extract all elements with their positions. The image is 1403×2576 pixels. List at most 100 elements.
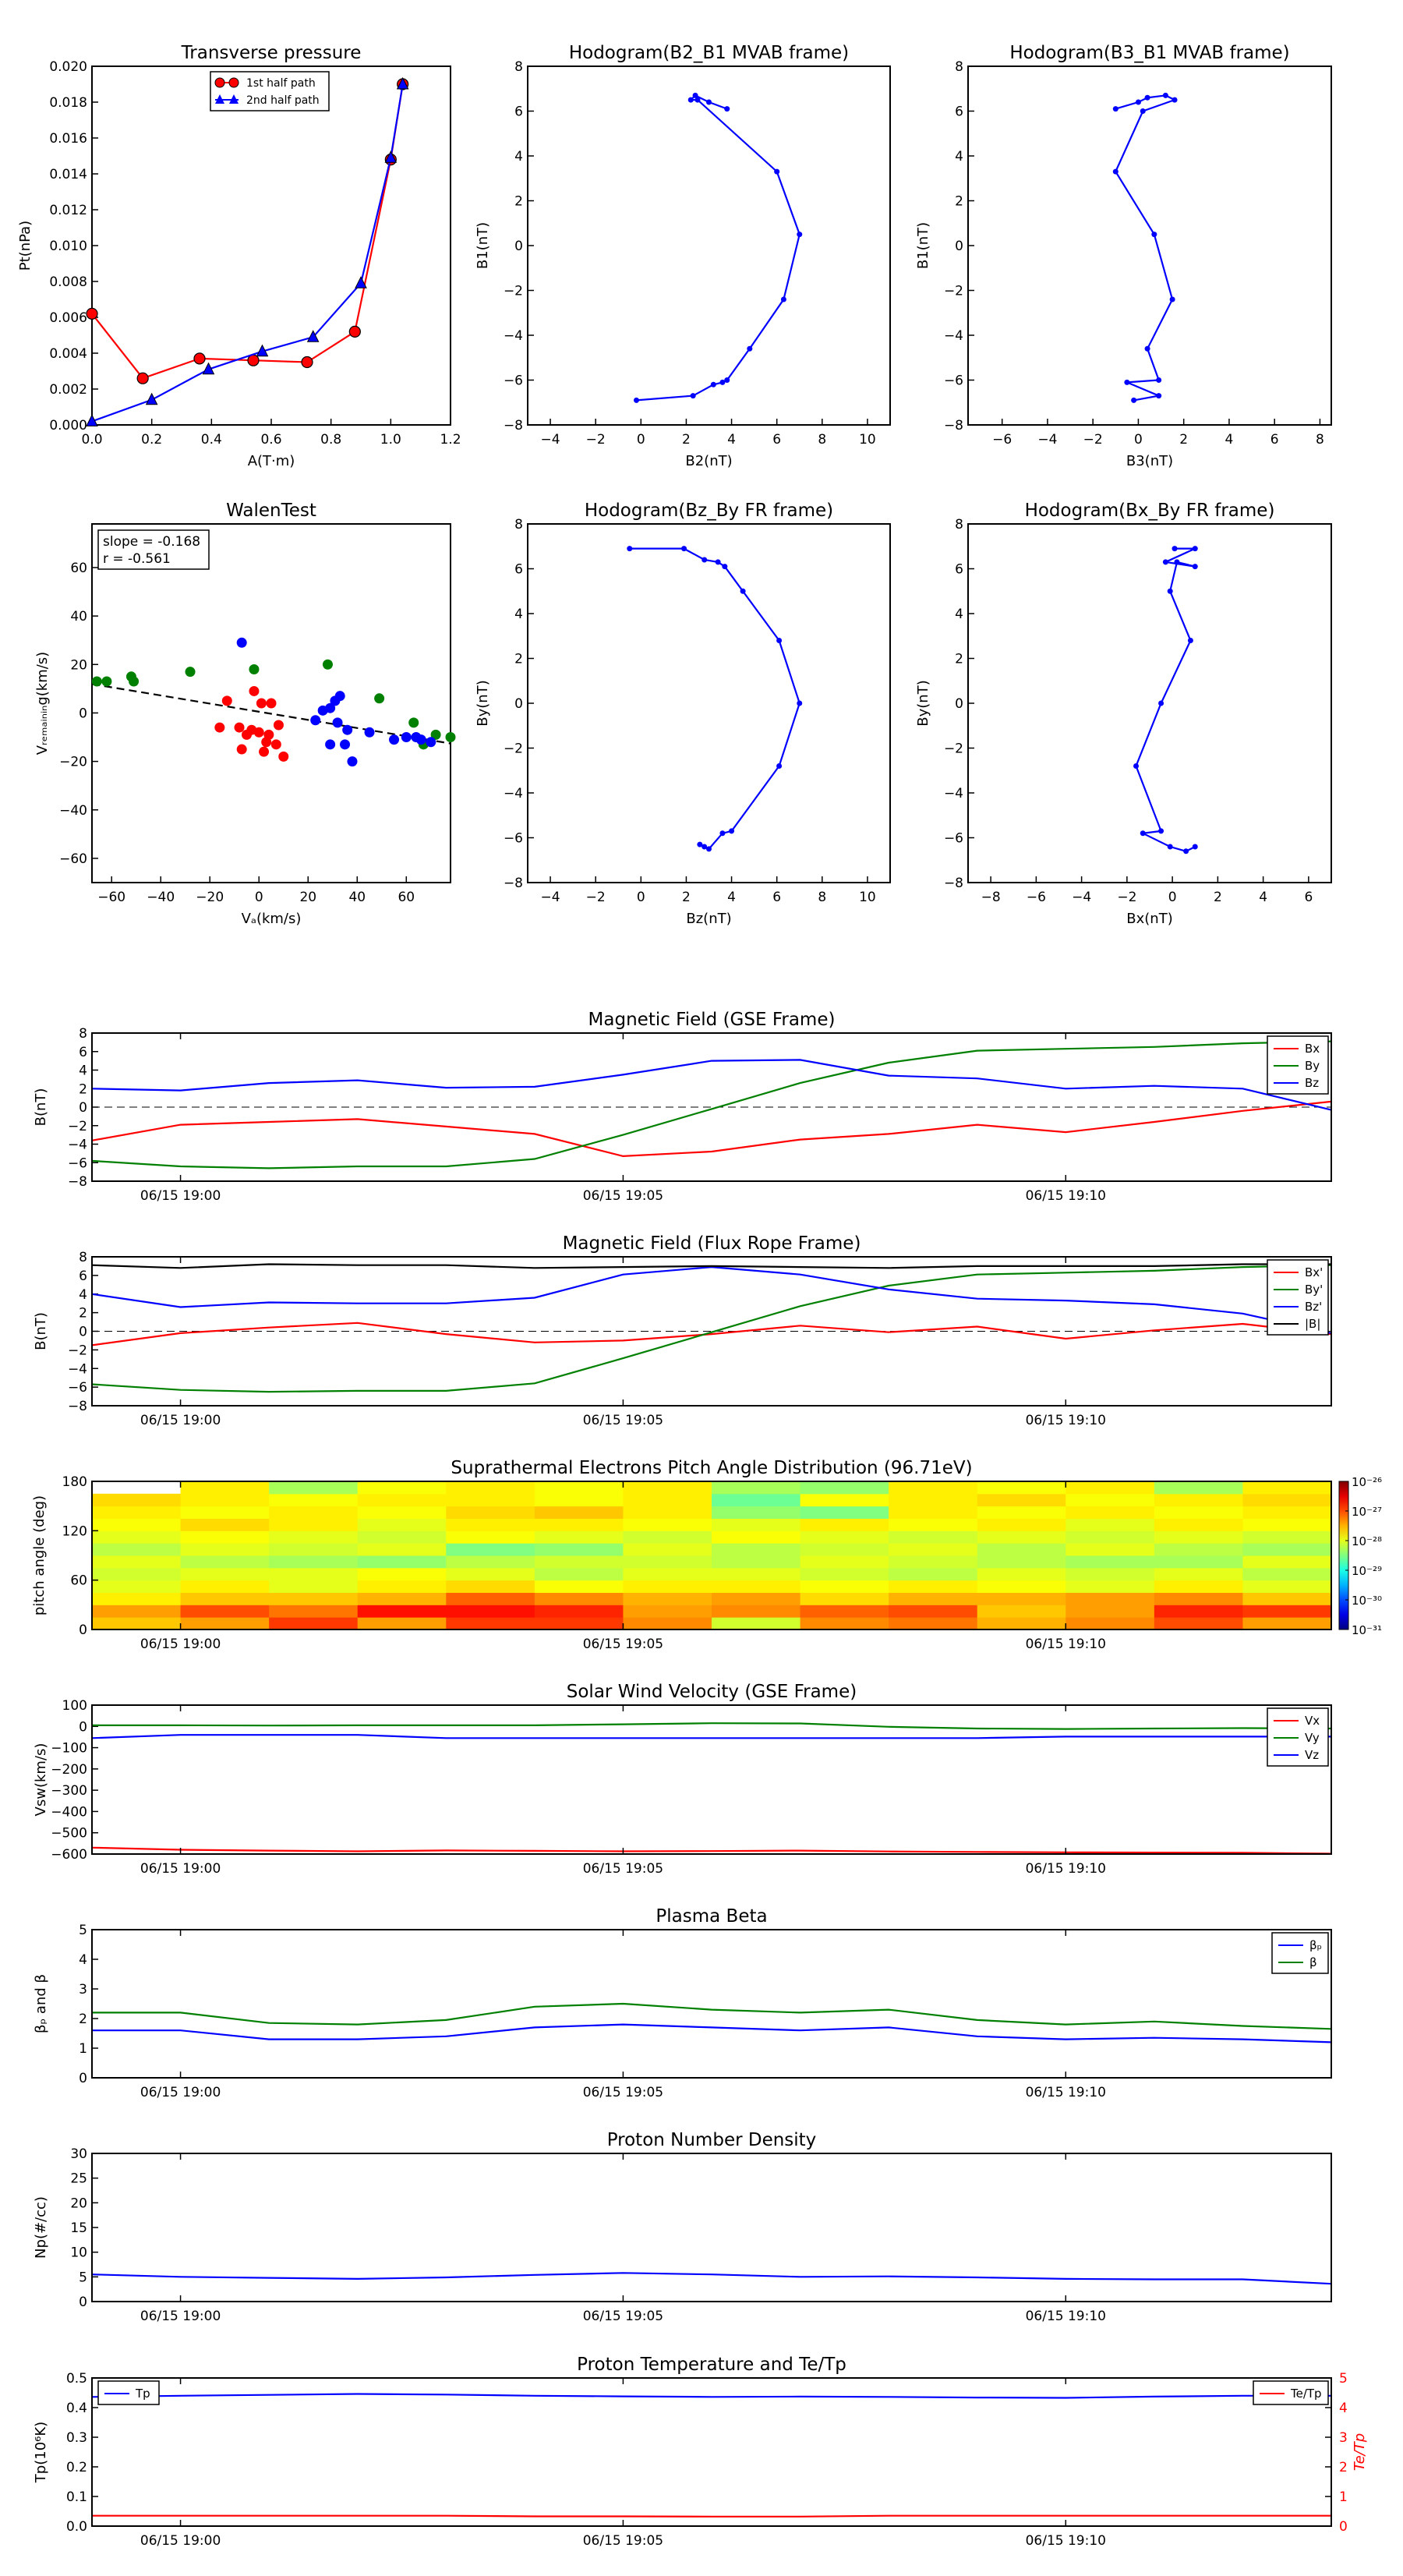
x-tick-label: 06/15 19:05 [583, 1188, 663, 1204]
annotation-r: r = -0.561 [103, 551, 171, 567]
heatmap-cell [977, 1580, 1066, 1593]
heatmap-cell [92, 1617, 182, 1630]
annotation-box [97, 529, 210, 570]
x-tick-label: 06/15 19:05 [583, 2533, 663, 2549]
heatmap-cell [1242, 1481, 1332, 1495]
y-tick-label: 20 [70, 657, 87, 673]
data-point [719, 379, 726, 385]
colorbar-label: 10⁻³¹ [1352, 1623, 1382, 1637]
axes-frame [527, 523, 891, 883]
heatmap-cell [1242, 1592, 1332, 1605]
heatmap-cell [269, 1617, 359, 1630]
x-tick-label: −4 [541, 432, 560, 448]
series-line-|B| [91, 1263, 1331, 1269]
heatmap-cell [977, 1506, 1066, 1519]
heatmap-cell [623, 1481, 712, 1495]
data-point [1192, 546, 1198, 552]
y-tick-label: −4 [68, 1361, 87, 1377]
y-tick-label: 10 [70, 2245, 87, 2261]
heatmap-cell [623, 1567, 712, 1581]
heatmap-cell [800, 1555, 889, 1569]
data-point [1112, 106, 1119, 112]
heatmap-cell [1242, 1493, 1332, 1507]
legend-label: Te/Tp [1290, 2387, 1322, 2401]
x-axis-label: B3(nT) [1126, 453, 1173, 469]
scatter-point [325, 702, 336, 713]
heatmap-cell [1154, 1506, 1243, 1519]
axes-frame [967, 65, 1332, 426]
scatter-point [340, 739, 351, 750]
colorbar-label: 10⁻²⁷ [1352, 1505, 1382, 1519]
scatter-point [278, 751, 289, 762]
y-tick-label: 4 [79, 1952, 87, 1968]
heatmap-cell [269, 1580, 359, 1593]
x-tick-label: 0 [1168, 890, 1177, 905]
heatmap-cell [712, 1530, 801, 1544]
heatmap-cell [1066, 1617, 1155, 1630]
axes-frame [91, 1704, 1332, 1855]
heatmap-cell [712, 1580, 801, 1593]
heatmap-cell [623, 1530, 712, 1544]
data-point [1112, 168, 1119, 175]
heatmap-cell [357, 1592, 447, 1605]
chart-title: Hodogram(B3_B1 MVAB frame) [1009, 43, 1289, 63]
heatmap-cell [712, 1592, 801, 1605]
heatmap-cell [1066, 1506, 1155, 1519]
y-tick-label: 4 [514, 149, 523, 165]
heatmap-cell [977, 1481, 1066, 1495]
scatter-point [270, 739, 281, 750]
x-tick-label: 0 [1134, 432, 1143, 448]
data-point [1169, 296, 1175, 303]
heatmap-cell [623, 1617, 712, 1630]
y-tick-label: −40 [59, 803, 87, 819]
y-axis-label: Np(#/cc) [33, 2196, 49, 2259]
heatmap-cell [712, 1567, 801, 1581]
chart-hodogram-b2-b1: Hodogram(B2_B1 MVAB frame) B1(nT) B2(nT) −8… [475, 43, 891, 469]
heatmap-cell [800, 1580, 889, 1593]
heatmap-cell [800, 1617, 889, 1630]
y-tick-label: 25 [70, 2171, 87, 2187]
heatmap-cell [889, 1555, 978, 1569]
y-tick-label: 0 [955, 696, 963, 712]
data-point [710, 381, 716, 387]
y2-tick-label: 1 [1339, 2489, 1348, 2505]
heatmap-cell [446, 1605, 535, 1618]
heatmap-cell [712, 1605, 801, 1618]
y-tick-label: 0 [79, 1719, 87, 1735]
y-axis-label: B1(nT) [475, 222, 491, 269]
y-axis-label: Vᵣₑₘₐᵢₙᵢₙg(km/s) [34, 652, 51, 755]
data-point [719, 830, 726, 837]
heatmap-cell [446, 1530, 535, 1544]
chart-hodogram-b3-b1: Hodogram(B3_B1 MVAB frame) B1(nT) B3(nT) −8… [915, 43, 1332, 469]
legend-box [1271, 1932, 1329, 1974]
chart-title: Proton Number Density [607, 2130, 817, 2150]
heatmap-cell [1066, 1481, 1155, 1495]
x-tick-label: 06/15 19:00 [140, 1861, 221, 1877]
series-line [1115, 94, 1177, 402]
heatmap-cell [712, 1493, 801, 1507]
heatmap-cell [623, 1555, 712, 1569]
heatmap-cell [1066, 1555, 1155, 1569]
y-tick-label: 4 [955, 607, 963, 622]
y2-tick-label: 0 [1339, 2519, 1348, 2535]
x-tick-label: 0 [637, 432, 645, 448]
x-tick-label: 0.4 [201, 432, 222, 448]
heatmap-cell [1154, 1580, 1243, 1593]
series-line-β [92, 2002, 1332, 2030]
heatmap-cell [92, 1567, 182, 1581]
colorbar-label: 10⁻²⁹ [1352, 1564, 1382, 1578]
y-axis-label: Pt(nPa) [17, 221, 34, 271]
chart-title: Suprathermal Electrons Pitch Angle Distr… [451, 1458, 972, 1478]
series-line [636, 94, 800, 402]
y-tick-label: 8 [514, 517, 523, 533]
data-point [634, 397, 639, 403]
data-point [776, 638, 783, 643]
y-tick-label: −4 [504, 328, 523, 344]
y-tick-label: 40 [70, 609, 87, 625]
series-line-Vz [91, 1734, 1331, 1739]
data-point [1140, 830, 1146, 837]
heatmap-cell [1154, 1518, 1243, 1531]
chart-title: Hodogram(Bx_By FR frame) [1025, 501, 1275, 521]
y-tick-label: 6 [955, 104, 963, 120]
